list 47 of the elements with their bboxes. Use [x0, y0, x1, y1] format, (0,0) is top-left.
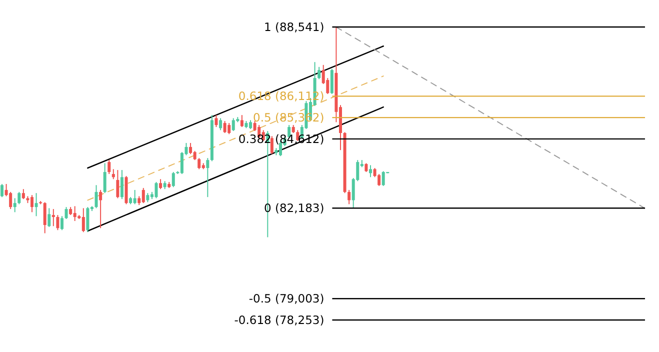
candlestick	[219, 118, 222, 131]
candlestick	[13, 198, 16, 213]
candlestick	[0, 183, 4, 198]
candlestick	[18, 191, 21, 205]
candlestick	[154, 181, 158, 199]
candlestick	[52, 208, 55, 227]
candlestick	[116, 170, 120, 199]
candlestick	[22, 188, 25, 200]
candlestick	[206, 158, 210, 198]
candlestick	[103, 162, 106, 194]
candlestick	[30, 194, 34, 213]
candlestick	[368, 164, 372, 178]
candlestick	[73, 206, 76, 222]
ref-line-label: -0.618 (78,253)	[234, 313, 324, 328]
candlestick	[198, 158, 201, 170]
candlestick	[43, 202, 46, 234]
candlestick	[193, 150, 196, 161]
candlestick	[214, 114, 218, 128]
candlestick	[64, 206, 68, 220]
candlestick	[232, 118, 235, 132]
candlestick	[60, 216, 64, 231]
candlestick	[56, 214, 60, 231]
candlestick	[9, 191, 12, 210]
candlestick	[120, 170, 124, 200]
candlestick	[348, 189, 351, 205]
candlestick	[382, 170, 385, 186]
candlestick	[223, 120, 226, 134]
candlestick	[133, 189, 136, 205]
candlestick	[108, 160, 111, 175]
ref-line-label: 1 (88,541)	[264, 20, 324, 34]
candlestick	[159, 178, 162, 190]
candlestick	[48, 208, 51, 228]
candlestick	[94, 184, 98, 209]
candlestick	[240, 114, 244, 128]
candlestick	[86, 206, 90, 233]
candlestick	[142, 187, 145, 204]
candlestick	[146, 192, 150, 203]
candlestick	[99, 189, 102, 229]
ref-line-label: -0.5 (79,003)	[248, 292, 324, 306]
candlestick	[82, 208, 85, 233]
candlestick	[228, 122, 231, 135]
candlestick	[330, 68, 334, 94]
candlestick	[189, 142, 192, 155]
candlestick	[318, 66, 321, 80]
candlestick	[112, 168, 115, 180]
candlestick	[172, 172, 175, 188]
candlestick	[34, 192, 38, 217]
